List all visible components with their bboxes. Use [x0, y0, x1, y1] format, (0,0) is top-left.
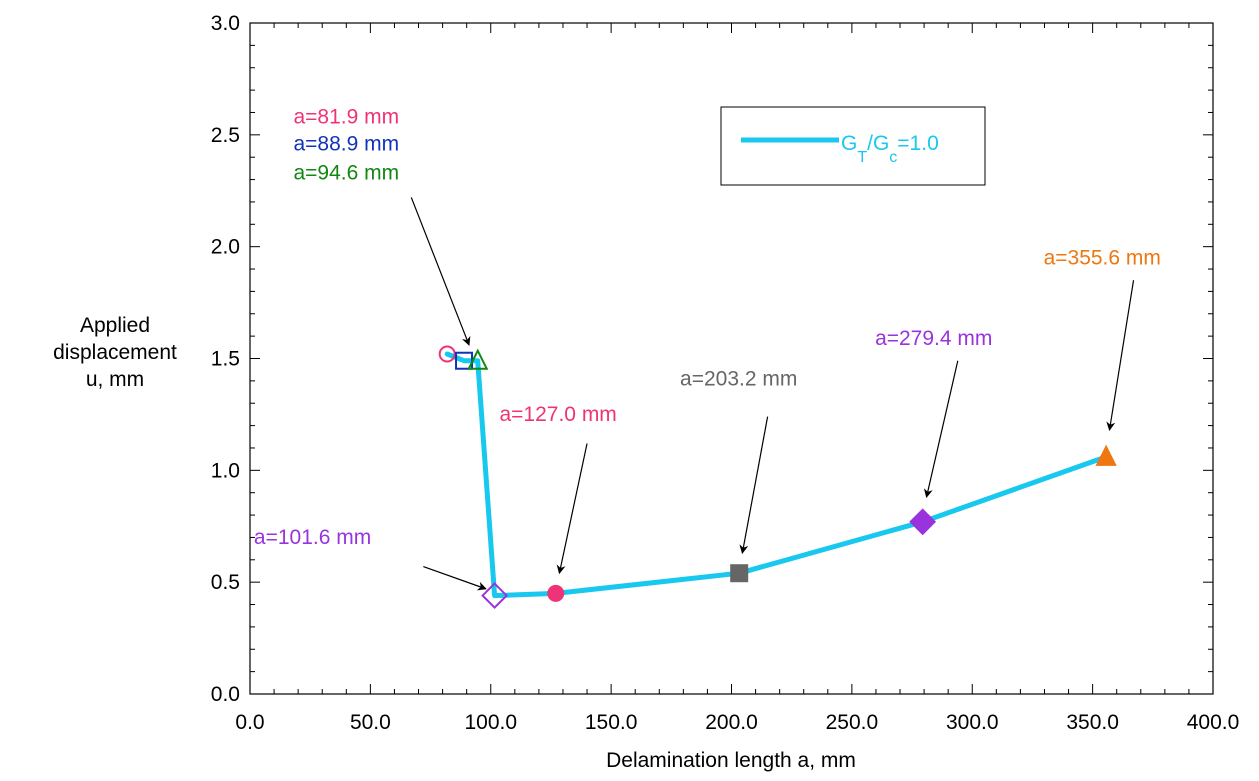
y-tick-labels: 0.0 0.5 1.0 1.5 2.0 2.5 3.0	[211, 12, 240, 706]
annotation-arrow	[1106, 280, 1135, 431]
legend: GT/Gc=1.0	[720, 106, 986, 186]
annotation-arrow	[410, 197, 471, 346]
legend-box	[720, 106, 986, 186]
data-point-square	[730, 564, 749, 583]
y-tick-label: 3.0	[211, 12, 240, 35]
annotations-layer: a=81.9 mm a=88.9 mm a=94.6 mm a=127.0 mm a=2…	[254, 106, 1161, 591]
annotation-label: a=81.9 mm	[293, 106, 399, 129]
x-tick-label: 400.0	[1187, 711, 1240, 734]
y-axis-label-line-3: u, mm	[85, 368, 145, 391]
annotation-label: a=94.6 mm	[293, 162, 399, 185]
y-tick-label: 0.5	[211, 571, 240, 594]
x-tick-label: 250.0	[826, 711, 879, 734]
y-axis-label-line-2: displacement	[53, 341, 177, 364]
y-axis-label: Applied displacement u, mm	[20, 312, 210, 393]
annotation-label: a=203.2 mm	[680, 367, 797, 390]
y-tick-label: 2.5	[211, 124, 240, 147]
annotation-label: a=355.6 mm	[1044, 247, 1161, 270]
data-point-triangle	[467, 348, 489, 370]
x-tick-labels: 0.0 50.0 100.0 150.0 200.0 250.0 300.0 350.0 400…	[235, 711, 1239, 734]
data-point-diamond	[481, 582, 509, 610]
annotation-arrow	[556, 443, 588, 575]
y-tick-label: 2.0	[211, 236, 240, 259]
series-line	[444, 351, 1109, 599]
data-point-circle	[547, 584, 565, 602]
data-point-circle	[438, 345, 456, 363]
y-tick-label: 1.5	[211, 348, 240, 371]
x-tick-label: 50.0	[350, 711, 391, 734]
data-point-diamond	[909, 508, 937, 536]
x-tick-label: 300.0	[946, 711, 999, 734]
x-axis-label: Delamination length a, mm	[606, 749, 856, 772]
y-axis-label-line-1: Applied	[79, 314, 151, 337]
x-tick-label: 0.0	[235, 711, 264, 734]
axis-ticks	[249, 22, 1214, 695]
x-tick-label: 200.0	[705, 711, 758, 734]
data-point-triangle	[1095, 444, 1117, 466]
x-tick-label: 150.0	[585, 711, 638, 734]
y-tick-label: 1.0	[211, 459, 240, 482]
x-tick-label: 350.0	[1066, 711, 1119, 734]
annotation-arrow	[923, 360, 959, 499]
annotation-label: a=88.9 mm	[293, 132, 399, 155]
legend-label: GT/Gc=1.0	[841, 132, 939, 166]
annotation-label: a=279.4 mm	[875, 327, 992, 350]
y-tick-label: 0.0	[211, 683, 240, 706]
x-tick-label: 100.0	[464, 711, 517, 734]
markers-layer	[438, 345, 1117, 610]
annotation-label: a=101.6 mm	[254, 526, 371, 549]
annotation-arrow	[739, 416, 769, 554]
annotation-label: a=127.0 mm	[499, 403, 616, 426]
annotation-arrow	[423, 565, 487, 591]
series-layer	[444, 351, 1109, 599]
